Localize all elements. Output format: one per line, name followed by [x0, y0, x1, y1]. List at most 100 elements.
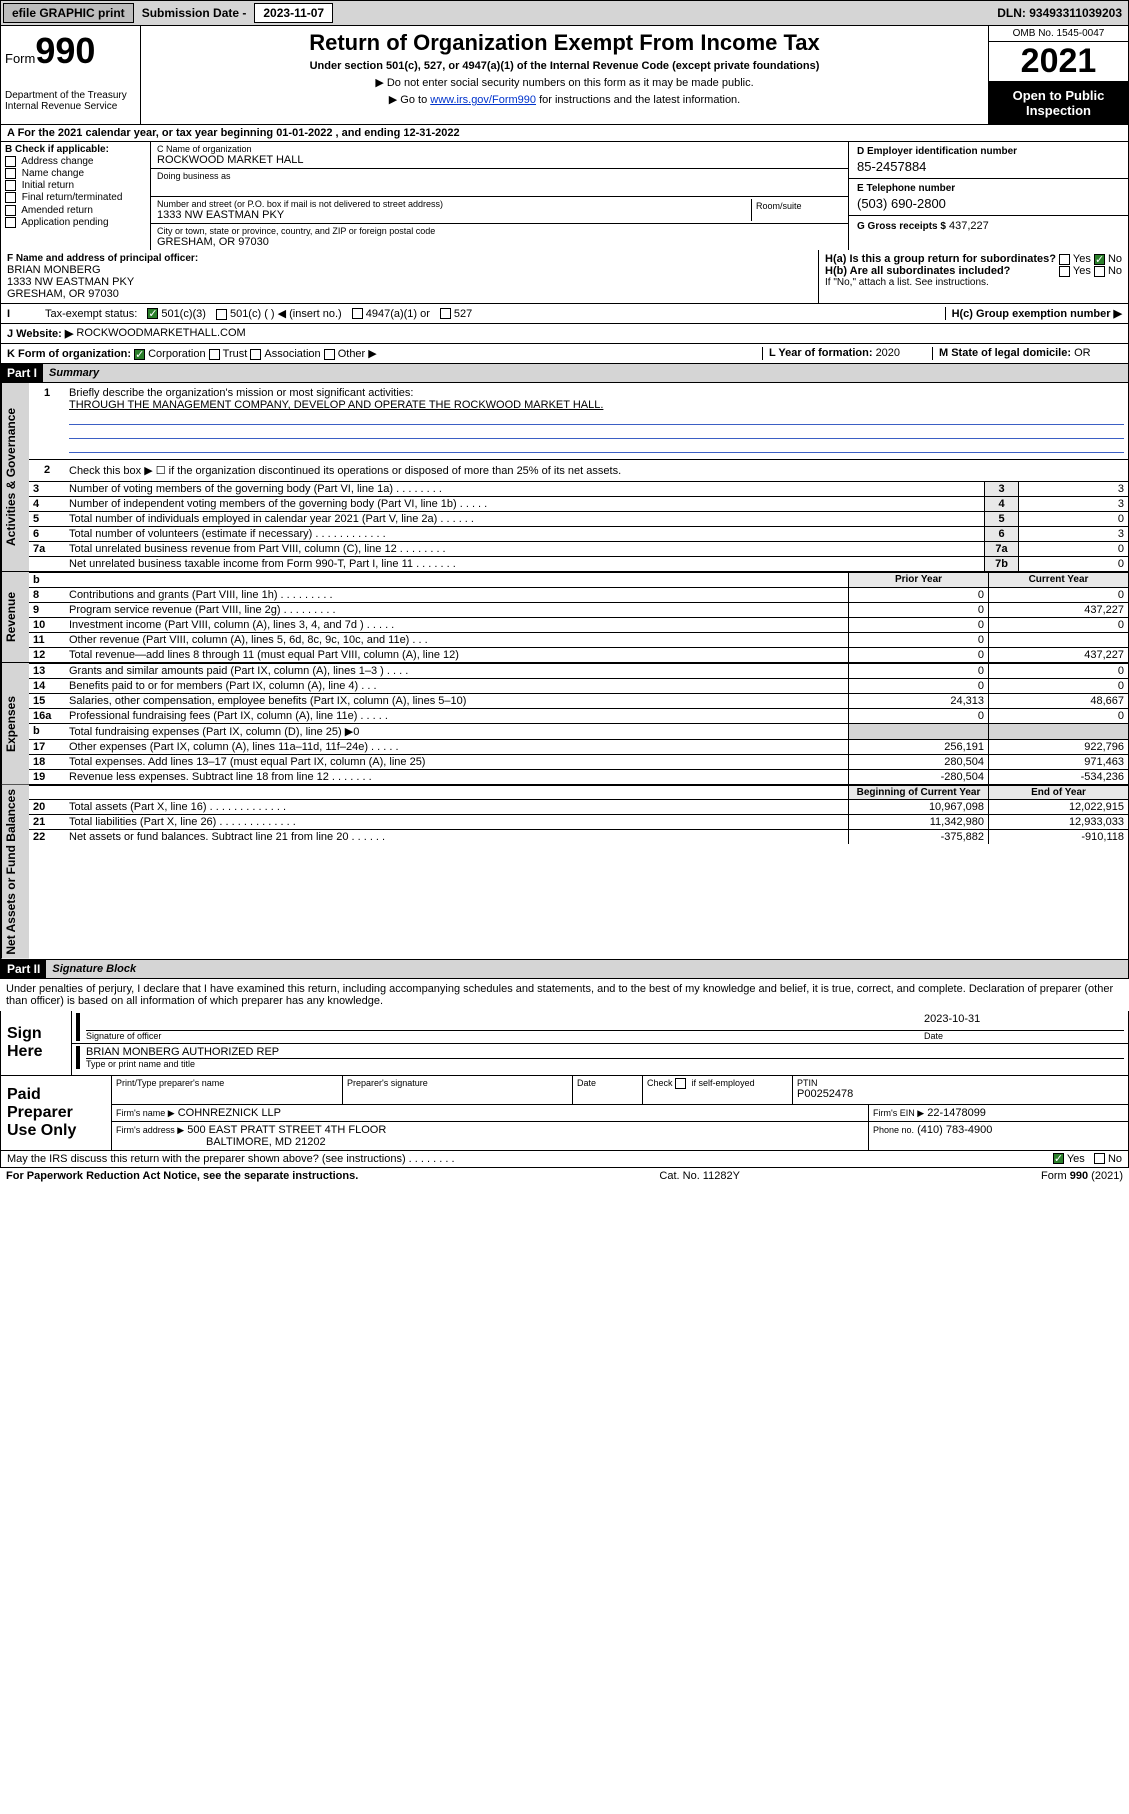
f-addr2: GRESHAM, OR 97030	[7, 288, 812, 300]
prep-sig-label: Preparer's signature	[347, 1078, 568, 1088]
l2-text: Check this box ▶ ☐ if the organization d…	[65, 462, 1128, 479]
paperwork-notice: For Paperwork Reduction Act Notice, see …	[6, 1170, 358, 1182]
form-note-link: ▶ Go to www.irs.gov/Form990 for instruct…	[149, 93, 980, 106]
i-label: Tax-exempt status:	[45, 308, 137, 320]
b-check-item[interactable]: Application pending	[5, 217, 146, 228]
summary-line: 13Grants and similar amounts paid (Part …	[29, 663, 1128, 678]
firm-addr-label: Firm's address ▶	[116, 1125, 184, 1135]
col-end: End of Year	[988, 786, 1128, 799]
k-label: K Form of organization:	[7, 348, 131, 360]
k-row: K Form of organization: Corporation Trus…	[0, 344, 1129, 364]
summary-line: 8Contributions and grants (Part VIII, li…	[29, 587, 1128, 602]
prep-name-label: Print/Type preparer's name	[116, 1078, 338, 1088]
i-501c-check[interactable]	[216, 309, 227, 320]
discuss-yes-check[interactable]	[1053, 1153, 1064, 1164]
summary-line: 16aProfessional fundraising fees (Part I…	[29, 708, 1128, 723]
i-527-check[interactable]	[440, 308, 451, 319]
form-subtitle: Under section 501(c), 527, or 4947(a)(1)…	[149, 60, 980, 72]
firm-addr1: 500 EAST PRATT STREET 4TH FLOOR	[187, 1124, 386, 1136]
summary-line: 22Net assets or fund balances. Subtract …	[29, 829, 1128, 844]
ha-yes-check[interactable]	[1059, 254, 1070, 265]
k-other-check[interactable]	[324, 349, 335, 360]
part-ii: Part IISignature Block	[0, 960, 1129, 979]
i-501c3-check[interactable]	[147, 308, 158, 319]
i-4947-check[interactable]	[352, 308, 363, 319]
form-header: Form990 Department of the Treasury Inter…	[0, 26, 1129, 125]
discuss-text: May the IRS discuss this return with the…	[7, 1153, 962, 1165]
b-check-item[interactable]: Final return/terminated	[5, 192, 146, 203]
discuss-no-check[interactable]	[1094, 1153, 1105, 1164]
c-dba-label: Doing business as	[157, 171, 842, 181]
form-no-footer: Form 990 (2021)	[1041, 1170, 1123, 1182]
form-number: Form990	[5, 30, 136, 72]
part-i-hdr: Part I	[1, 364, 43, 382]
ha-label: H(a) Is this a group return for subordin…	[825, 253, 1122, 265]
j-label: J Website: ▶	[7, 327, 73, 340]
d-ein-value: 85-2457884	[857, 159, 1120, 174]
k-corp-check[interactable]	[134, 349, 145, 360]
sig-date: 2023-10-31	[924, 1013, 1124, 1031]
hb-label: H(b) Are all subordinates included? Yes …	[825, 265, 1122, 277]
c-city-label: City or town, state or province, country…	[157, 226, 842, 236]
c-name-label: C Name of organization	[157, 144, 842, 154]
j-row: J Website: ▶ ROCKWOODMARKETHALL.COM	[0, 324, 1129, 344]
period-row: A For the 2021 calendar year, or tax yea…	[0, 125, 1129, 142]
ha-no-check[interactable]	[1094, 254, 1105, 265]
b-check-item[interactable]: Initial return	[5, 180, 146, 191]
omb-number: OMB No. 1545-0047	[989, 26, 1128, 42]
summary-line: 21Total liabilities (Part X, line 26) . …	[29, 814, 1128, 829]
col-beg: Beginning of Current Year	[848, 786, 988, 799]
l-label: L Year of formation:	[769, 347, 876, 359]
col-prior: Prior Year	[848, 573, 988, 587]
k-assoc-check[interactable]	[250, 349, 261, 360]
hb-yes-check[interactable]	[1059, 266, 1070, 277]
m-label: M State of legal domicile:	[939, 347, 1074, 359]
paid-preparer-block: Paid Preparer Use Only Print/Type prepar…	[0, 1076, 1129, 1151]
c-name-value: ROCKWOOD MARKET HALL	[157, 154, 842, 166]
f-h-row: F Name and address of principal officer:…	[0, 250, 1129, 304]
paid-preparer-label: Paid Preparer Use Only	[1, 1076, 111, 1150]
k-trust-check[interactable]	[209, 349, 220, 360]
entity-block: B Check if applicable: Address change Na…	[0, 142, 1129, 250]
sign-here-block: Sign Here Signature of officer 2023-10-3…	[0, 1011, 1129, 1076]
e-tel-label: E Telephone number	[857, 183, 1120, 194]
ptin-label: PTIN	[797, 1078, 1124, 1088]
efile-print-btn[interactable]: efile GRAPHIC print	[3, 3, 134, 23]
summary-line: 10Investment income (Part VIII, column (…	[29, 617, 1128, 632]
l-val: 2020	[876, 347, 900, 359]
cat-no: Cat. No. 11282Y	[659, 1170, 740, 1182]
sig-name: BRIAN MONBERG AUTHORIZED REP	[86, 1046, 1124, 1059]
form-title: Return of Organization Exempt From Incom…	[149, 30, 980, 56]
b-check-item[interactable]: Address change	[5, 156, 146, 167]
ptin-value: P00252478	[797, 1088, 1124, 1100]
dept-treasury: Department of the Treasury Internal Reve…	[5, 90, 136, 112]
firm-addr2: BALTIMORE, MD 21202	[206, 1136, 326, 1148]
g-gross-label: G Gross receipts $	[857, 221, 946, 232]
firm-name-label: Firm's name ▶	[116, 1108, 175, 1118]
b-check-item[interactable]: Amended return	[5, 205, 146, 216]
sig-date-label: Date	[924, 1031, 1124, 1041]
hb-note: If "No," attach a list. See instructions…	[825, 277, 1122, 288]
section-b-hdr: B Check if applicable:	[5, 144, 146, 155]
l1-mission: THROUGH THE MANAGEMENT COMPANY, DEVELOP …	[69, 399, 603, 411]
part-ii-hdr: Part II	[1, 960, 46, 978]
summary-line: 7aTotal unrelated business revenue from …	[29, 541, 1128, 556]
irs-link[interactable]: www.irs.gov/Form990	[430, 94, 536, 106]
g-gross-value: 437,227	[949, 220, 989, 232]
firm-phone: (410) 783-4900	[917, 1124, 992, 1136]
c-city-value: GRESHAM, OR 97030	[157, 236, 842, 248]
e-tel-value: (503) 690-2800	[857, 196, 1120, 211]
b-check-item[interactable]: Name change	[5, 168, 146, 179]
summary-line: Net unrelated business taxable income fr…	[29, 556, 1128, 571]
prep-date-label: Date	[577, 1078, 638, 1088]
c-suite-label: Room/suite	[756, 201, 838, 211]
j-website: ROCKWOODMARKETHALL.COM	[76, 327, 245, 340]
summary-line: 12Total revenue—add lines 8 through 11 (…	[29, 647, 1128, 662]
summary-line: 18Total expenses. Add lines 13–17 (must …	[29, 754, 1128, 769]
topbar: efile GRAPHIC print Submission Date - 20…	[0, 0, 1129, 26]
perjury-declaration: Under penalties of perjury, I declare th…	[0, 979, 1129, 1011]
self-employed-check[interactable]	[675, 1078, 686, 1089]
firm-ein-label: Firm's EIN ▶	[873, 1108, 924, 1118]
m-val: OR	[1074, 347, 1091, 359]
hb-no-check[interactable]	[1094, 266, 1105, 277]
